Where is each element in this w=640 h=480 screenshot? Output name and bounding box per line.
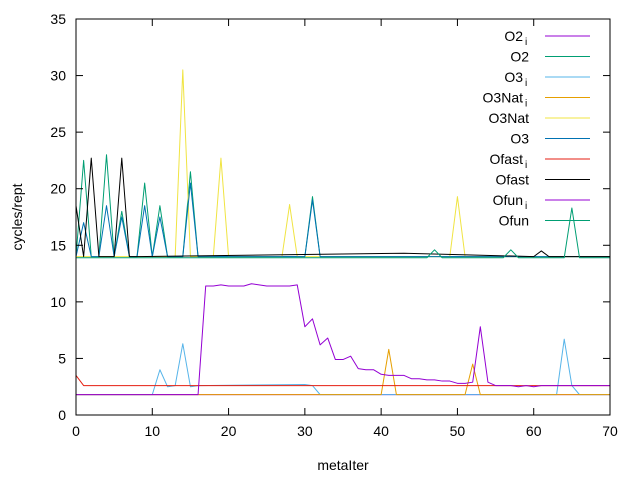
y-axis-title: cycles/rept [9,183,25,250]
legend-label: Ofast [490,151,524,167]
legend-label: O3Nat [489,110,530,126]
legend-item: O3Nat [489,110,590,126]
series-line-o2 [76,154,610,258]
legend-item: Ofun [499,213,590,229]
x-tick-label: 30 [297,423,313,439]
legend-label: Ofun [493,192,523,208]
legend-subscript: i [525,37,527,48]
y-tick-label: 25 [50,124,66,140]
legend-item: O2 [510,49,590,65]
legend-subscript: i [525,99,527,110]
legend-label: Ofun [499,213,529,229]
y-tick-label: 35 [50,11,66,27]
y-tick-label: 0 [58,407,66,423]
x-tick-label: 20 [221,423,237,439]
x-tick-label: 0 [72,423,80,439]
series-layer [76,69,610,396]
legend-label: O3 [510,131,529,147]
x-tick-label: 70 [602,423,618,439]
legend-label: O3Nat [483,90,524,106]
y-tick-label: 10 [50,294,66,310]
legend-label: O2 [504,28,523,44]
x-tick-label: 50 [450,423,466,439]
legend-label: O2 [510,49,529,65]
x-tick-label: 40 [373,423,389,439]
legend-item: O3 [510,131,590,147]
series-line-ofun-i [76,283,610,396]
y-tick-label: 20 [50,181,66,197]
ticks-layer: 0 10 20 30 40 50 60 70 0 5 10 15 20 25 30 35 [50,11,618,439]
series-line-ofun [76,207,610,259]
legend-item: Ofun i [493,192,590,212]
legend-item: Ofast [496,172,590,188]
x-tick-label: 60 [526,423,542,439]
series-line-o3-i [76,338,610,396]
legend-subscript: i [525,78,527,89]
x-tick-label: 10 [144,423,160,439]
series-line-ofast [76,157,610,258]
legend-item: O2 i [504,28,590,48]
series-line-ofast-i [76,375,610,387]
legend-subscript: i [525,160,527,171]
legend-label: O3 [504,69,523,85]
legend-subscript: i [525,201,527,212]
x-axis-title: metaIter [317,457,369,473]
legend-item: O3Nat i [483,90,590,110]
plot-frame [75,18,611,416]
y-tick-label: 30 [50,68,66,84]
series-line-o3 [76,182,610,258]
legend-item: Ofast i [490,151,590,171]
legend-item: O3 i [504,69,590,89]
series-line-o3nat-i [76,348,610,396]
y-tick-label: 5 [58,350,66,366]
legend-label: Ofast [496,172,530,188]
y-tick-label: 15 [50,237,66,253]
